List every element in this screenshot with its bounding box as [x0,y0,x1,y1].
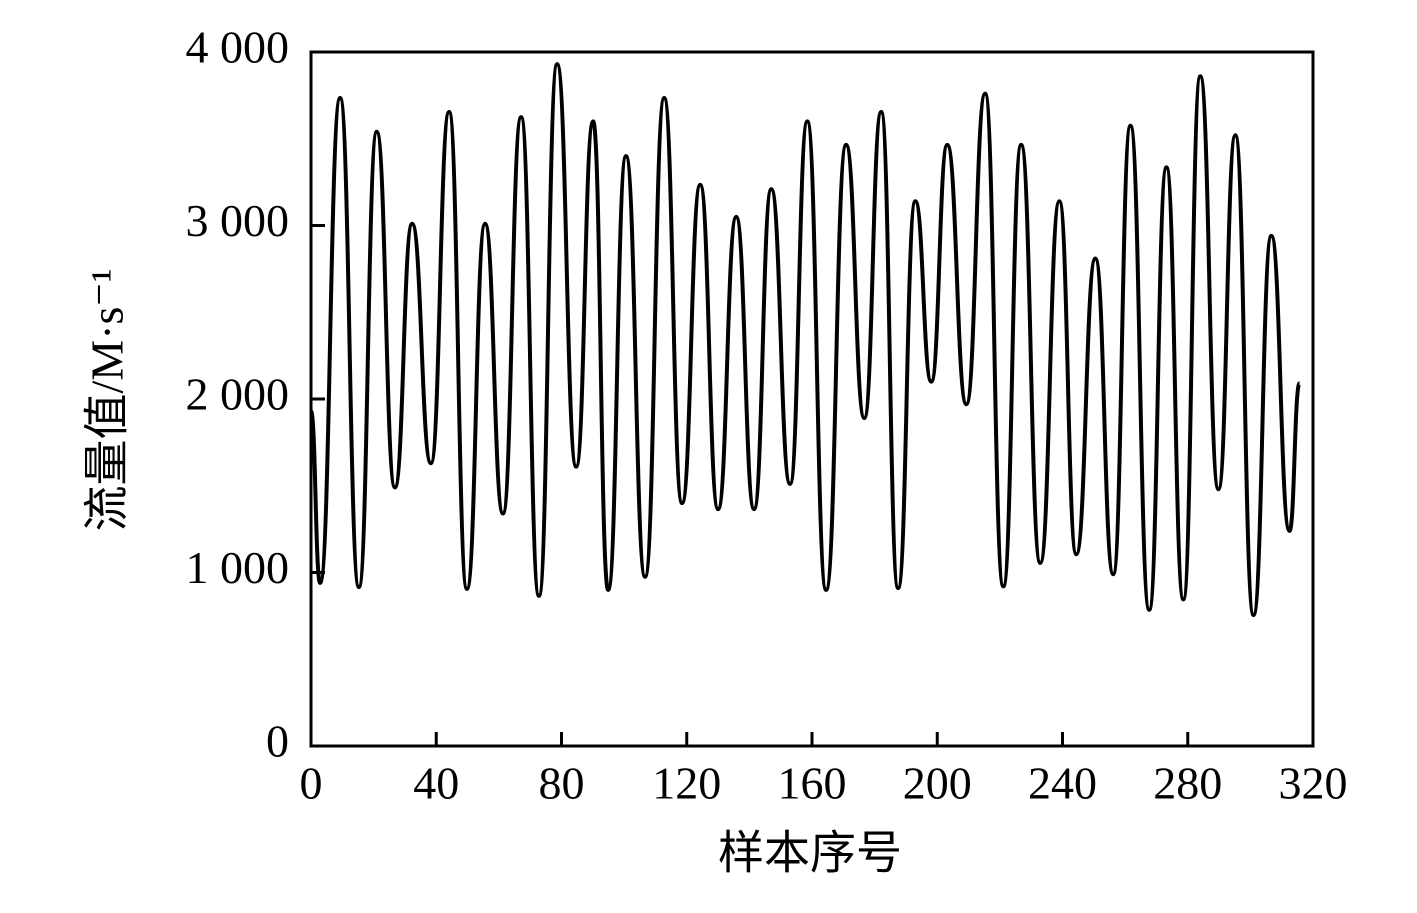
x-tick-label: 160 [778,758,847,809]
y-tick-label: 3 000 [186,195,290,246]
y-tick-label: 2 000 [186,369,290,420]
data-line [309,62,1302,618]
x-tick-label: 200 [903,758,972,809]
y-tick-label: 1 000 [186,542,290,593]
y-axis-label: 流量值/M·s⁻¹ [82,269,133,532]
x-tick-label: 120 [652,758,721,809]
x-tick-label: 320 [1279,758,1348,809]
x-tick-label: 80 [539,758,585,809]
x-tick-label: 0 [300,758,323,809]
x-axis-label: 样本序号 [718,828,902,879]
x-tick-label: 40 [413,758,459,809]
x-tick-label: 240 [1028,758,1097,809]
y-tick-label: 4 000 [186,22,290,73]
y-tick-label: 0 [266,716,289,767]
x-tick-label: 280 [1153,758,1222,809]
